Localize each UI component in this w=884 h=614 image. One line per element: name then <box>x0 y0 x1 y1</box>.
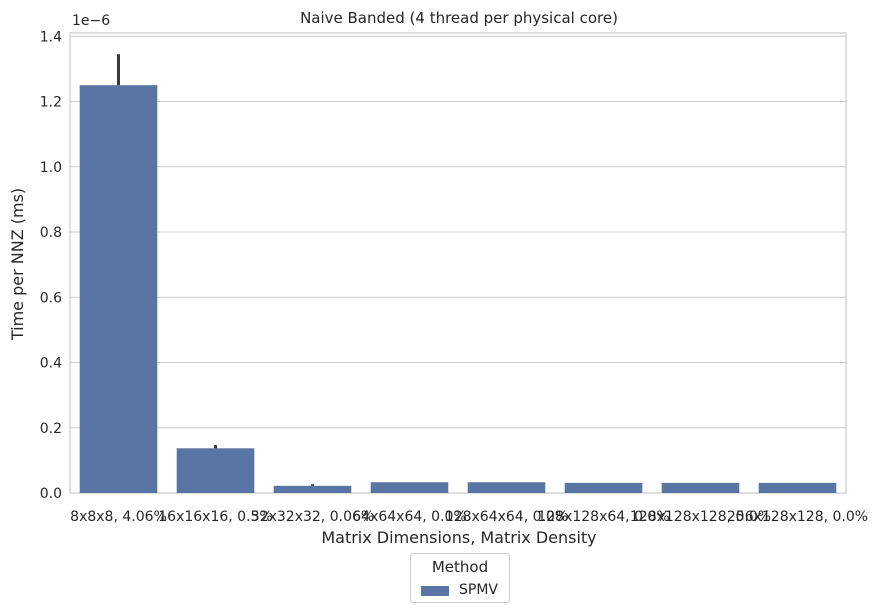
x-tick-label: 128x64x64, 0.0% <box>445 509 568 525</box>
legend-swatch-spmv <box>421 586 449 596</box>
plot-frame <box>69 32 847 494</box>
y-tick-label: 0.6 <box>40 290 62 306</box>
x-tick-label: 16x16x16, 0.5% <box>158 509 272 525</box>
x-tick-label: 256x128x128, 0.0% <box>727 509 868 525</box>
legend: Method SPMV <box>410 553 510 603</box>
error-bars <box>117 54 314 486</box>
y-axis-label: Time per NNZ (ms) <box>8 188 27 341</box>
y-tick-label: 1.4 <box>40 29 62 45</box>
bar <box>564 482 643 493</box>
x-tick-label: 8x8x8, 4.06% <box>70 509 167 525</box>
bar <box>79 85 158 493</box>
y-tick-label: 0.0 <box>40 486 62 502</box>
y-tick-label: 1.2 <box>40 95 62 111</box>
x-tick-label: 64x64x64, 0.0% <box>352 509 466 525</box>
legend-title: Method <box>431 558 489 576</box>
y-tick-label: 0.4 <box>40 356 62 372</box>
bar <box>661 482 740 493</box>
chart-title: Naive Banded (4 thread per physical core… <box>300 9 618 27</box>
y-tick-label: 1.0 <box>40 160 62 176</box>
x-axis-label: Matrix Dimensions, Matrix Density <box>321 528 596 547</box>
bar <box>758 482 837 493</box>
legend-label-spmv: SPMV <box>459 582 498 598</box>
x-tick-label: 128x128x128, 0.0% <box>630 509 771 525</box>
bar <box>370 482 449 493</box>
tick-labels: 0.0 0.2 0.4 0.6 0.8 1.0 1.2 1.4 8x8x8, 4.06%16x1… <box>40 29 868 525</box>
y-tick-label: 0.2 <box>40 421 62 437</box>
bars <box>79 85 837 493</box>
gridlines <box>69 32 847 494</box>
x-tick-label: 32x32x32, 0.06% <box>251 509 374 525</box>
y-axis-offset-label: 1e−6 <box>72 13 110 29</box>
bar <box>273 485 352 493</box>
x-tick-label: 128x128x64, 0.0% <box>537 509 669 525</box>
bar <box>467 482 546 493</box>
bar <box>176 448 255 493</box>
y-tick-label: 0.8 <box>40 225 62 241</box>
